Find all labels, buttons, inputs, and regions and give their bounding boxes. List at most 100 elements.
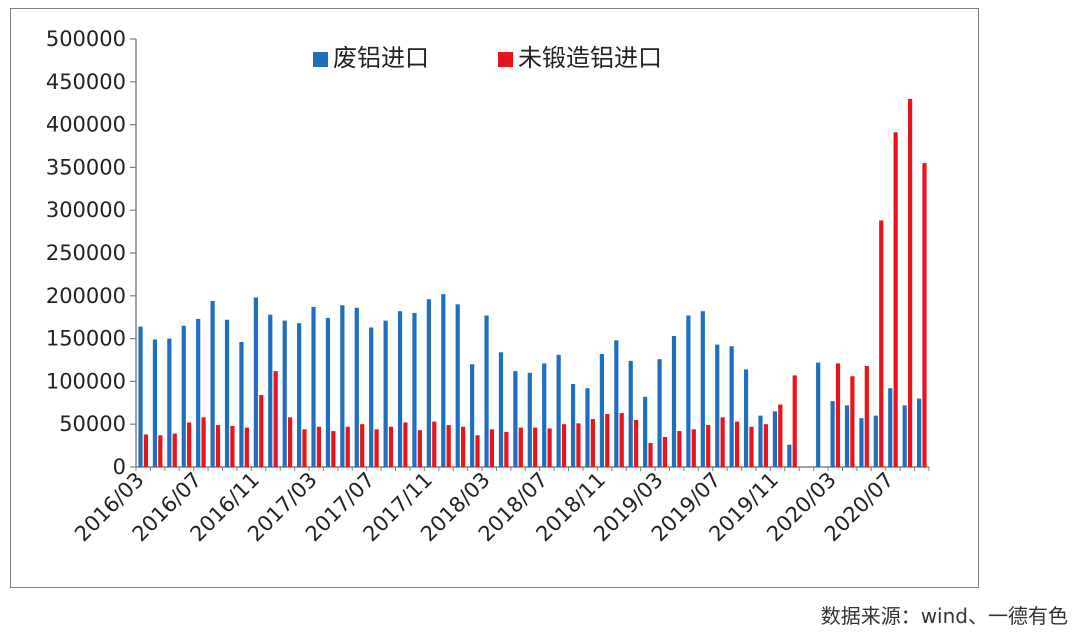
bar-unwrought-aluminum [778,404,783,467]
y-tick-label: 300000 [46,198,126,222]
bar-unwrought-aluminum [749,426,754,467]
bar-unwrought-aluminum [691,429,696,467]
bar-unwrought-aluminum [360,424,365,467]
y-tick-label: 450000 [46,70,126,94]
bar-unwrought-aluminum [417,430,422,467]
bar-unwrought-aluminum [504,431,509,467]
bar-unwrought-aluminum [446,425,451,467]
bar-scrap-aluminum [916,398,922,467]
source-note: 数据来源：wind、一德有色 [820,604,1068,628]
bar-unwrought-aluminum [576,423,581,467]
bar-scrap-aluminum [354,307,359,467]
bar-scrap-aluminum [844,405,850,467]
y-tick-label: 500000 [46,27,126,51]
bar-scrap-aluminum [325,318,331,467]
bar-scrap-aluminum [657,359,662,467]
bar-scrap-aluminum [311,306,316,467]
bar-unwrought-aluminum [316,426,322,467]
bar-unwrought-aluminum [850,376,855,467]
bar-scrap-aluminum [167,338,172,467]
bar-unwrought-aluminum [792,375,797,467]
bar-unwrought-aluminum [388,426,394,467]
bar-scrap-aluminum [715,344,720,467]
bar-unwrought-aluminum [461,426,466,467]
bar-scrap-aluminum [888,388,893,467]
bar-scrap-aluminum [527,372,532,467]
bar-unwrought-aluminum [403,422,408,467]
bar-chart: 废铝进口 未锻造铝进口 0 50000 100000 150000 200000 2500… [46,27,930,546]
bar-unwrought-aluminum [244,427,249,467]
legend-swatch-unwrought-aluminum [498,52,513,67]
bar-unwrought-aluminum [432,421,437,467]
bar-scrap-aluminum [729,346,734,467]
bar-scrap-aluminum [787,444,792,467]
bar-unwrought-aluminum [561,424,567,467]
bar-unwrought-aluminum [187,422,192,467]
bar-scrap-aluminum [816,362,821,467]
bar-scrap-aluminum [138,326,143,467]
bar-scrap-aluminum [671,336,677,467]
bar-unwrought-aluminum [835,363,841,467]
bar-scrap-aluminum [412,312,417,467]
y-tick-label: 250000 [46,241,126,265]
bar-unwrought-aluminum [547,428,552,467]
bar-scrap-aluminum [470,364,475,467]
bar-scrap-aluminum [686,315,691,467]
bar-scrap-aluminum [484,315,489,467]
bar-scrap-aluminum [297,323,302,467]
bar-unwrought-aluminum [273,371,278,467]
bar-unwrought-aluminum [907,98,913,468]
y-tick-label: 350000 [46,155,126,179]
bar-unwrought-aluminum [720,417,725,467]
bar-scrap-aluminum [830,401,835,467]
y-tick-label: 150000 [46,327,126,351]
bar-unwrought-aluminum [374,429,379,467]
bar-unwrought-aluminum [763,424,768,467]
y-tick-label: 200000 [46,284,126,308]
bar-scrap-aluminum [397,311,403,467]
bar-unwrought-aluminum [533,427,538,467]
bar-scrap-aluminum [369,327,374,467]
bar-unwrought-aluminum [879,220,884,467]
bar-unwrought-aluminum [345,426,350,467]
legend-label-scrap-aluminum: 废铝进口 [333,44,429,72]
legend-label-unwrought-aluminum: 未锻造铝进口 [518,44,662,72]
bar-scrap-aluminum [700,311,705,467]
bar-unwrought-aluminum [734,421,740,467]
bar-unwrought-aluminum [143,434,149,467]
bar-scrap-aluminum [570,383,576,467]
legend-swatch-scrap-aluminum [313,52,328,67]
bar-scrap-aluminum [282,320,287,467]
bar-scrap-aluminum [239,342,244,467]
legend: 废铝进口 未锻造铝进口 [313,44,662,72]
bar-scrap-aluminum [426,299,431,467]
bar-unwrought-aluminum [158,435,163,467]
bar-unwrought-aluminum [605,413,610,467]
bar-scrap-aluminum [643,396,648,467]
bar-unwrought-aluminum [475,435,480,467]
bar-unwrought-aluminum [230,425,235,467]
bar-scrap-aluminum [859,418,864,467]
bar-scrap-aluminum [268,314,273,467]
bar-unwrought-aluminum [922,163,927,467]
bar-scrap-aluminum [902,405,907,467]
bar-unwrought-aluminum [677,431,682,467]
bar-unwrought-aluminum [287,417,293,467]
bar-unwrought-aluminum [706,425,711,467]
bar-scrap-aluminum [196,318,201,467]
bar-scrap-aluminum [210,300,215,467]
bar-unwrought-aluminum [590,419,595,467]
bar-scrap-aluminum [628,360,633,467]
axes: 0 50000 100000 150000 200000 250000 300000 3500… [46,27,930,546]
bar-unwrought-aluminum [662,437,668,467]
bar-scrap-aluminum [383,320,388,467]
bar-unwrought-aluminum [215,425,221,467]
y-tick-label: 0 [113,455,126,479]
bar-unwrought-aluminum [201,417,206,467]
bar-scrap-aluminum [152,339,158,467]
bar-scrap-aluminum [340,305,345,467]
bar-scrap-aluminum [441,294,446,467]
y-tick-label: 100000 [46,369,126,393]
bar-scrap-aluminum [181,325,186,467]
chart-frame: 废铝进口 未锻造铝进口 0 50000 100000 150000 200000 2500… [10,8,979,588]
